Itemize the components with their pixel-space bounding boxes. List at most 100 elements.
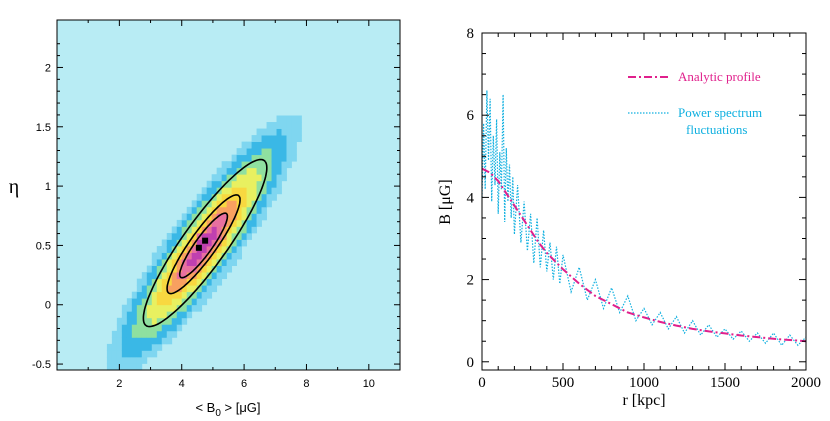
heatmap-cell [271, 122, 277, 129]
heatmap-cell [176, 311, 183, 319]
heatmap-cell [236, 246, 242, 253]
heatmap-cell [171, 272, 178, 280]
heatmap-cell [176, 278, 183, 286]
heatmap-cell [151, 330, 158, 338]
heatmap-cell [181, 285, 188, 293]
heatmap-cell [261, 187, 267, 195]
heatmap-cell [216, 259, 223, 266]
heatmap-cell [246, 200, 252, 208]
heatmap-cell [111, 363, 118, 371]
heatmap-cell [196, 304, 203, 312]
heatmap-cell [181, 219, 188, 227]
heatmap-cell [191, 298, 198, 306]
x-tick-label: 8 [303, 378, 309, 390]
heatmap-cell [151, 304, 158, 312]
heatmap-cell [251, 193, 257, 201]
left-x-axis-label: < B0 > [μG] [195, 400, 260, 419]
heatmap-cell [161, 330, 168, 338]
heatmap-cell [271, 167, 277, 175]
heatmap-cell [126, 356, 133, 364]
heatmap-cell [246, 148, 252, 156]
heatmap-cell [156, 317, 163, 325]
heatmap-cell [186, 226, 193, 234]
heatmap-cell [141, 317, 148, 325]
heatmap-cell [206, 252, 213, 260]
heatmap-cell [241, 239, 247, 247]
heatmap-cell [281, 148, 287, 156]
heatmap-cell [226, 161, 233, 169]
y-tick-label: 8 [467, 26, 475, 42]
heatmap-cell [161, 278, 168, 286]
heatmap-cell [176, 246, 183, 253]
legend-analytic-label: Analytic profile [678, 69, 761, 84]
heatmap-cell [161, 239, 168, 247]
heatmap-cell [151, 285, 158, 293]
heatmap-cell [191, 213, 198, 221]
x-tick-label: 10 [363, 378, 375, 390]
heatmap-cell [236, 174, 242, 182]
legend-fluctuations-label-line2: fluctuations [686, 122, 747, 137]
heatmap-cell [216, 213, 223, 221]
heatmap-cell [226, 174, 233, 182]
heatmap-cell [136, 350, 143, 358]
heatmap-cell [241, 154, 247, 162]
heatmap-cell [196, 226, 203, 234]
heatmap-cell [171, 304, 178, 312]
heatmap-cell [161, 252, 168, 260]
heatmap-cell [176, 219, 183, 227]
heatmap-cell [131, 356, 138, 364]
heatmap-cell [186, 206, 193, 214]
heatmap-cell [256, 148, 262, 156]
heatmap-cell [271, 187, 277, 195]
heatmap-cell [246, 154, 252, 162]
heatmap-cell [191, 200, 198, 208]
heatmap-cell [201, 298, 208, 306]
heatmap-cell [146, 343, 153, 351]
heatmap-cell [166, 259, 173, 266]
heatmap-cell [271, 161, 277, 169]
heatmap-cell [121, 343, 128, 351]
heatmap-cell [126, 330, 133, 338]
heatmap-cell [261, 128, 267, 136]
heatmap-cell [146, 285, 153, 293]
heatmap-cell [156, 298, 163, 306]
heatmap-cell [156, 324, 163, 332]
heatmap-cell [161, 298, 168, 306]
heatmap-cell [116, 350, 123, 358]
heatmap-cell [171, 232, 178, 240]
heatmap-cell [136, 298, 143, 306]
heatmap-cell [166, 285, 173, 293]
heatmap-cell [221, 219, 228, 227]
heatmap-cell [276, 180, 282, 188]
heatmap-cell [166, 265, 173, 273]
heatmap-cell [141, 337, 148, 345]
heatmap-cell [141, 311, 148, 319]
y-tick-label: 1.5 [36, 122, 51, 134]
heatmap-cell [156, 265, 163, 273]
heatmap-cell [256, 161, 262, 169]
heatmap-cell [151, 291, 158, 299]
heatmap-cell [226, 265, 233, 273]
heatmap-cell [226, 180, 233, 188]
heatmap-cell [246, 187, 252, 195]
heatmap-cell [271, 174, 277, 182]
heatmap-cell [166, 246, 173, 253]
left-plot-frame [56, 19, 401, 371]
heatmap-cell [241, 167, 247, 175]
heatmap-cell [121, 311, 128, 319]
heatmap-cell [241, 206, 247, 214]
heatmap-cell [181, 304, 188, 312]
heatmap-cell [131, 291, 138, 299]
heatmap-cell [286, 148, 292, 156]
heatmap-cell [206, 206, 213, 214]
heatmap-cell [121, 363, 128, 371]
heatmap-cell [266, 135, 272, 143]
heatmap-cell [211, 239, 218, 247]
heatmap-cell [156, 337, 163, 345]
heatmap-cell [276, 161, 282, 169]
heatmap-cell [251, 213, 257, 221]
heatmap-cell [186, 252, 193, 260]
heatmap-cell [211, 252, 218, 260]
heatmap-cell [236, 219, 242, 227]
heatmap-cell [216, 278, 223, 286]
